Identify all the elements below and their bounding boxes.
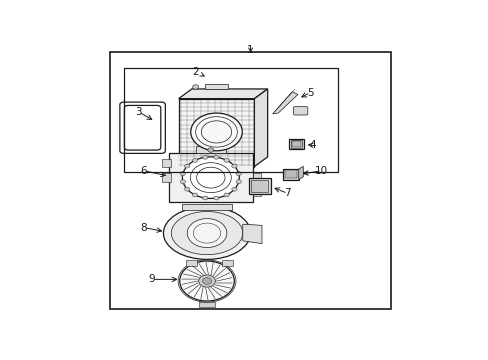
Circle shape (231, 164, 237, 168)
Circle shape (184, 187, 189, 191)
Text: 6: 6 (140, 166, 147, 176)
Circle shape (236, 172, 241, 176)
Polygon shape (298, 166, 303, 180)
Bar (290, 140, 302, 148)
Bar (252, 174, 260, 182)
Text: 2: 2 (192, 67, 199, 77)
Text: 9: 9 (148, 274, 155, 284)
Bar (282, 169, 298, 180)
Circle shape (224, 158, 229, 162)
Circle shape (182, 157, 239, 198)
Bar (162, 174, 170, 182)
Ellipse shape (163, 207, 250, 260)
Polygon shape (178, 99, 254, 167)
Bar (195, 147, 225, 153)
Text: 8: 8 (140, 222, 147, 233)
Text: 1: 1 (247, 45, 253, 55)
Circle shape (231, 187, 237, 191)
Bar (198, 302, 215, 307)
Polygon shape (254, 89, 267, 167)
Circle shape (198, 275, 215, 287)
Bar (292, 141, 300, 147)
Circle shape (190, 113, 242, 151)
Bar (123, 68, 337, 172)
Circle shape (180, 261, 234, 301)
Bar (222, 260, 232, 266)
Bar (162, 159, 170, 167)
Polygon shape (242, 224, 262, 244)
Ellipse shape (171, 211, 242, 255)
Bar (284, 170, 296, 178)
Polygon shape (272, 92, 297, 114)
Bar (252, 188, 260, 196)
Polygon shape (178, 89, 267, 99)
Circle shape (202, 196, 207, 200)
Text: 10: 10 (315, 166, 328, 176)
Circle shape (180, 180, 185, 184)
Circle shape (192, 193, 197, 197)
Circle shape (180, 172, 185, 176)
Bar (289, 139, 303, 149)
Circle shape (236, 180, 241, 184)
Text: 3: 3 (135, 107, 142, 117)
Text: 5: 5 (306, 87, 313, 98)
Bar (248, 179, 270, 194)
Bar (169, 153, 252, 202)
Bar (186, 260, 196, 266)
Circle shape (192, 85, 198, 89)
Circle shape (192, 158, 197, 162)
Bar (182, 204, 231, 210)
Circle shape (224, 193, 229, 197)
Circle shape (207, 148, 213, 152)
Circle shape (187, 219, 226, 248)
Text: 7: 7 (284, 188, 290, 198)
Circle shape (213, 155, 219, 159)
Circle shape (213, 196, 219, 200)
FancyBboxPatch shape (293, 107, 307, 115)
Circle shape (202, 155, 207, 159)
Bar (250, 180, 268, 192)
Text: 4: 4 (309, 140, 316, 150)
Circle shape (202, 278, 211, 284)
Bar (205, 84, 227, 89)
Circle shape (184, 164, 189, 168)
Bar (110, 51, 390, 309)
